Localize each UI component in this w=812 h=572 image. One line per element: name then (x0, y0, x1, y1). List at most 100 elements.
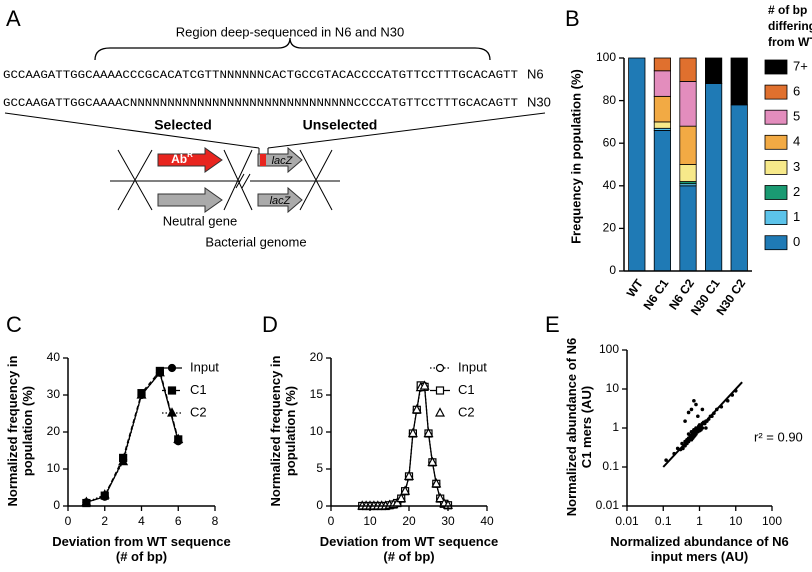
legend-marker (167, 407, 177, 417)
panel-label: D (262, 312, 278, 337)
lacz-arrow (257, 186, 303, 214)
point (692, 398, 696, 403)
sequence-label: N6 (527, 66, 544, 81)
y-tick-label: 0 (316, 498, 323, 512)
series-line (86, 371, 179, 503)
x-tick-label: 1 (696, 514, 703, 528)
marker (431, 478, 442, 488)
panel-a: Region deep-sequenced in N6 and N30 GCCA… (3, 24, 551, 249)
marker (423, 427, 434, 438)
marker (118, 455, 129, 466)
point (686, 410, 691, 415)
bar-segment (628, 57, 646, 272)
bar-segment (730, 57, 748, 106)
ab-gene-arrow (157, 147, 223, 173)
x-tick-label: 0 (328, 514, 335, 528)
panel-label: B (565, 6, 580, 31)
x-tick-label: 100 (762, 514, 782, 528)
y-axis-title: Normalized abundance of N6 C1 mers (AU) (564, 337, 594, 517)
marker (404, 470, 414, 480)
y-tick-label: 1 (612, 420, 619, 434)
point (704, 426, 708, 430)
marker (396, 492, 407, 503)
insert (260, 154, 266, 166)
legend-label: 4 (793, 134, 800, 149)
point (664, 458, 668, 462)
zoom-lines (4, 112, 546, 160)
panel-label: A (6, 6, 21, 31)
x-tick-label: 2 (101, 514, 108, 528)
legend-swatch (764, 210, 788, 226)
legend-label: C2 (458, 404, 475, 419)
y-tick-label: 15 (310, 387, 324, 401)
legend-marker (435, 386, 445, 395)
sequence: GCCAAGATTGGCAAAACCCGCACATCGTTNNNNNNCACTG… (3, 70, 518, 82)
x-tick-label: 0.1 (655, 514, 672, 528)
bar-segment (679, 185, 697, 272)
legend-marker (167, 386, 177, 395)
y-tick-label: 100 (599, 342, 619, 356)
legend-swatch (764, 109, 788, 125)
x-tick-label: 10 (363, 514, 377, 528)
marker (99, 489, 110, 499)
series-line (86, 371, 179, 503)
ab-gene-text: Ab (171, 152, 187, 166)
x-tick-label: 0 (65, 514, 72, 528)
lacz-label: lacZ (272, 155, 294, 167)
region-title: Region deep-sequenced in N6 and N30 (176, 24, 404, 39)
legend-swatch (764, 235, 788, 251)
bar-segment (679, 81, 697, 127)
marker (427, 456, 438, 466)
y-tick-label: 40 (47, 350, 61, 364)
marker (407, 427, 418, 438)
bar-segment (653, 70, 671, 97)
bar-segment (653, 121, 671, 129)
marker (419, 380, 430, 390)
unselected-label: Unselected (303, 117, 378, 133)
selected-label: Selected (154, 117, 212, 133)
bar-segment (705, 57, 723, 84)
y-tick-label: 10 (606, 381, 620, 395)
y-tick-label: 100 (596, 50, 616, 64)
legend-label: 5 (793, 109, 800, 124)
y-tick-label: 0.01 (596, 498, 620, 512)
sequence-label: N30 (527, 94, 551, 109)
bar-segment (730, 104, 748, 272)
lacz-label: lacZ (270, 195, 292, 207)
x-tick-label: 10 (729, 514, 743, 528)
point (700, 407, 705, 412)
y-tick-label: 5 (316, 461, 323, 475)
point (689, 407, 694, 412)
legend-label: 3 (793, 159, 800, 174)
annotation: r² = 0.90 (754, 429, 803, 444)
fit-line (662, 381, 743, 468)
y-tick-label: 10 (47, 461, 61, 475)
legend-swatch (764, 59, 788, 75)
legend-label: C1 (458, 382, 475, 397)
bar-segment (653, 57, 671, 72)
break (235, 173, 251, 189)
sequence: GCCAAGATTGGCAAAACNNNNNNNNNNNNNNNNNNNNNNN… (3, 98, 518, 110)
marker (435, 492, 446, 503)
legend-label: 7+ (793, 58, 808, 73)
y-tick-label: 30 (47, 387, 61, 401)
neutral-gene-arrow (157, 187, 223, 213)
marker (411, 404, 422, 414)
legend-label: C1 (190, 382, 207, 397)
y-tick-label: 40 (603, 178, 617, 192)
legend-marker (167, 363, 177, 373)
bar-segment (679, 57, 697, 82)
marker (154, 367, 165, 377)
legend-label: 6 (793, 84, 800, 99)
bar-segment (705, 83, 723, 272)
bar-segment (653, 95, 671, 123)
bar-segment (653, 130, 671, 272)
point (683, 419, 687, 423)
y-axis-title: Normalized frequency in population (%) (5, 355, 35, 507)
neutral-gene-label: Neutral gene (163, 213, 237, 228)
legend-swatch (764, 134, 788, 150)
marker (136, 389, 147, 399)
crossover (117, 149, 333, 211)
